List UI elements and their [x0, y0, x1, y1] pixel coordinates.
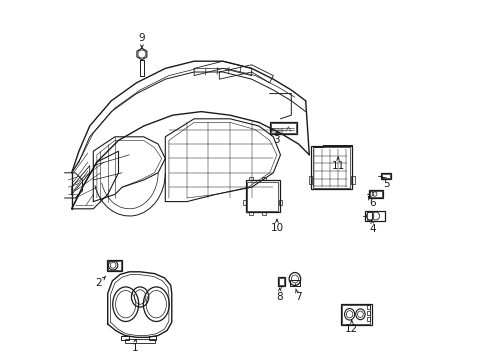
- Text: 7: 7: [295, 292, 301, 302]
- Text: 4: 4: [368, 224, 375, 234]
- Bar: [289, 280, 300, 286]
- Bar: [277, 277, 284, 286]
- Bar: [308, 176, 311, 184]
- Text: 1: 1: [131, 343, 138, 354]
- Bar: [311, 146, 351, 189]
- Bar: [279, 200, 282, 205]
- Bar: [272, 129, 278, 132]
- Bar: [249, 177, 253, 180]
- Text: 2: 2: [95, 278, 102, 288]
- Bar: [369, 191, 381, 197]
- Bar: [125, 339, 155, 343]
- Bar: [243, 200, 246, 205]
- Bar: [270, 123, 295, 133]
- Bar: [342, 305, 370, 324]
- Text: 3: 3: [273, 135, 280, 145]
- Text: 5: 5: [383, 179, 389, 189]
- Text: 10: 10: [270, 222, 283, 233]
- Bar: [365, 211, 385, 221]
- Bar: [350, 176, 354, 184]
- Bar: [366, 317, 369, 321]
- Bar: [149, 336, 156, 340]
- Bar: [381, 174, 389, 178]
- Bar: [368, 190, 382, 198]
- Bar: [121, 336, 128, 340]
- Text: 6: 6: [368, 198, 375, 208]
- Bar: [366, 311, 369, 315]
- Bar: [380, 173, 390, 179]
- Bar: [366, 212, 371, 220]
- Text: 8: 8: [276, 292, 283, 302]
- Bar: [340, 304, 371, 325]
- Bar: [245, 180, 279, 212]
- Bar: [366, 305, 369, 309]
- Text: 11: 11: [331, 161, 344, 171]
- Bar: [107, 260, 122, 271]
- Bar: [312, 147, 349, 188]
- Bar: [261, 177, 265, 180]
- Bar: [249, 212, 253, 215]
- Bar: [280, 129, 282, 132]
- Text: 12: 12: [345, 324, 358, 334]
- Bar: [247, 182, 277, 211]
- Bar: [261, 212, 265, 215]
- Bar: [278, 278, 283, 285]
- Bar: [269, 122, 296, 134]
- Text: 9: 9: [138, 33, 145, 43]
- Bar: [108, 261, 121, 270]
